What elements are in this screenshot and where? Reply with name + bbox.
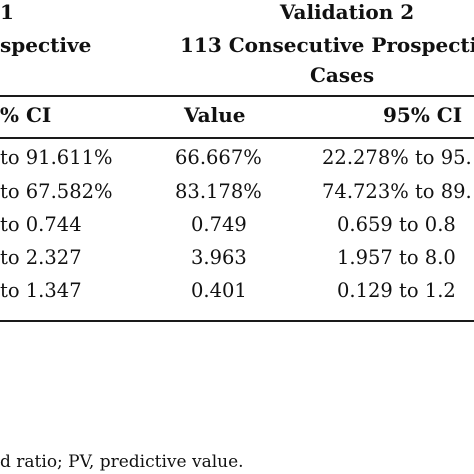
ci1-cell: to 67.582% (0, 180, 113, 203)
table-footnote: d ratio; PV, predictive value. (0, 452, 244, 472)
group1-subtitle-fragment: spective (0, 33, 92, 57)
ci2-cell: 0.129 to 1.2 (337, 279, 456, 302)
table-bottom-rule (0, 320, 474, 322)
value-cell: 66.667% (175, 146, 262, 169)
header-rule (0, 95, 474, 97)
ci1-cell: to 1.347 (0, 279, 82, 302)
group2-subtitle-cases: Cases (310, 63, 375, 87)
ci2-cell: 22.278% to 95. (322, 146, 472, 169)
column-header-ci-2: 95% CI (383, 103, 463, 127)
ci1-cell: to 0.744 (0, 213, 82, 236)
column-header-ci-1: % CI (0, 103, 52, 127)
group2-title: Validation 2 (279, 0, 415, 24)
ci1-cell: to 91.611% (0, 146, 113, 169)
group1-title-fragment: 1 (0, 0, 14, 24)
ci2-cell: 1.957 to 8.0 (337, 246, 456, 269)
value-cell: 0.749 (191, 213, 247, 236)
ci2-cell: 74.723% to 89. (322, 180, 472, 203)
column-header-rule (0, 137, 474, 139)
value-cell: 3.963 (191, 246, 247, 269)
group2-subtitle: 113 Consecutive Prospectiv (180, 33, 474, 57)
ci2-cell: 0.659 to 0.8 (337, 213, 456, 236)
value-cell: 83.178% (175, 180, 262, 203)
column-header-value: Value (184, 103, 246, 127)
value-cell: 0.401 (191, 279, 247, 302)
ci1-cell: to 2.327 (0, 246, 82, 269)
